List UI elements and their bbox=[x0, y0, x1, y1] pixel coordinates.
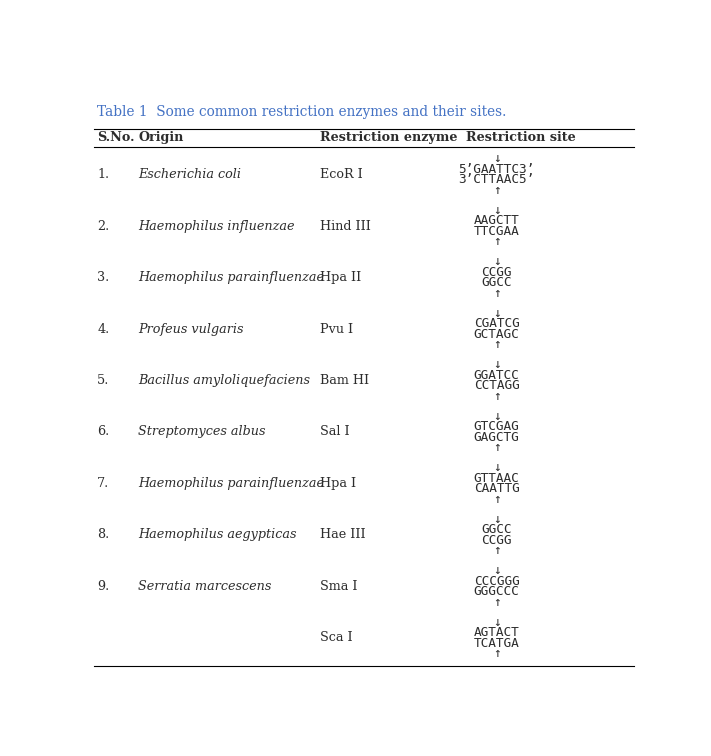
Text: Hpa I: Hpa I bbox=[320, 477, 356, 490]
Text: 1.: 1. bbox=[97, 168, 109, 181]
Text: GTCGAG: GTCGAG bbox=[474, 420, 520, 433]
Text: Haemophilus parainfluenzae: Haemophilus parainfluenzae bbox=[139, 477, 324, 490]
Text: Restriction site: Restriction site bbox=[466, 131, 576, 144]
Text: ↑: ↑ bbox=[493, 493, 501, 506]
Text: Profeus vulgaris: Profeus vulgaris bbox=[139, 323, 244, 336]
Text: 5’GAATTC3’: 5’GAATTC3’ bbox=[459, 163, 535, 176]
Text: 3.: 3. bbox=[97, 271, 109, 284]
Text: 5.: 5. bbox=[97, 374, 109, 387]
Text: CGATCG: CGATCG bbox=[474, 318, 520, 330]
Text: AGTACT: AGTACT bbox=[474, 626, 520, 639]
Text: TTCGAA: TTCGAA bbox=[474, 225, 520, 238]
Text: ↑: ↑ bbox=[493, 338, 501, 352]
Text: GCTAGC: GCTAGC bbox=[474, 328, 520, 341]
Text: Hind III: Hind III bbox=[320, 220, 371, 233]
Text: Haemophilus aegypticas: Haemophilus aegypticas bbox=[139, 528, 297, 541]
Text: ↑: ↑ bbox=[493, 442, 501, 454]
Text: 8.: 8. bbox=[97, 528, 109, 541]
Text: 3’CTTAAC5’: 3’CTTAAC5’ bbox=[459, 173, 535, 187]
Text: Restriction enzyme: Restriction enzyme bbox=[320, 131, 458, 144]
Text: GGGCCC: GGGCCC bbox=[474, 585, 520, 598]
Text: CCGG: CCGG bbox=[481, 266, 512, 279]
Text: TCATGA: TCATGA bbox=[474, 637, 520, 649]
Text: Streptomyces albus: Streptomyces albus bbox=[139, 426, 266, 438]
Text: CAATTG: CAATTG bbox=[474, 482, 520, 495]
Text: ↑: ↑ bbox=[493, 389, 501, 403]
Text: ↑: ↑ bbox=[493, 184, 501, 197]
Text: Bacillus amyloliquefaciens: Bacillus amyloliquefaciens bbox=[139, 374, 311, 387]
Text: Haemophilus influenzae: Haemophilus influenzae bbox=[139, 220, 295, 233]
Text: EcoR I: EcoR I bbox=[320, 168, 363, 181]
Text: ↑: ↑ bbox=[493, 287, 501, 300]
Text: Sma I: Sma I bbox=[320, 580, 358, 593]
Text: Escherichia coli: Escherichia coli bbox=[139, 168, 242, 181]
Text: CCTAGG: CCTAGG bbox=[474, 380, 520, 392]
Text: Sal I: Sal I bbox=[320, 426, 350, 438]
Text: GTTAAC: GTTAAC bbox=[474, 472, 520, 485]
Text: ↓: ↓ bbox=[493, 615, 501, 628]
Text: CCCGGG: CCCGGG bbox=[474, 575, 520, 587]
Text: GGATCC: GGATCC bbox=[474, 369, 520, 382]
Text: Table 1  Some common restriction enzymes and their sites.: Table 1 Some common restriction enzymes … bbox=[97, 105, 506, 119]
Text: Hae III: Hae III bbox=[320, 528, 366, 541]
Text: ↓: ↓ bbox=[493, 153, 501, 166]
Text: ↑: ↑ bbox=[493, 596, 501, 609]
Text: ↓: ↓ bbox=[493, 204, 501, 217]
Text: ↓: ↓ bbox=[493, 358, 501, 371]
Text: AAGCTT: AAGCTT bbox=[474, 215, 520, 228]
Text: 7.: 7. bbox=[97, 477, 109, 490]
Text: 6.: 6. bbox=[97, 426, 109, 438]
Text: 2.: 2. bbox=[97, 220, 109, 233]
Text: Haemophilus parainfluenzae: Haemophilus parainfluenzae bbox=[139, 271, 324, 284]
Text: ↑: ↑ bbox=[493, 235, 501, 248]
Text: GGCC: GGCC bbox=[481, 523, 512, 536]
Text: GGCC: GGCC bbox=[481, 277, 512, 290]
Text: ↑: ↑ bbox=[493, 544, 501, 557]
Text: GAGCTG: GAGCTG bbox=[474, 431, 520, 444]
Text: CCGG: CCGG bbox=[481, 534, 512, 547]
Text: Origin: Origin bbox=[139, 131, 184, 144]
Text: Pvu I: Pvu I bbox=[320, 323, 353, 336]
Text: ↓: ↓ bbox=[493, 256, 501, 268]
Text: ↓: ↓ bbox=[493, 461, 501, 474]
Text: 4.: 4. bbox=[97, 323, 109, 336]
Text: Bam HI: Bam HI bbox=[320, 374, 370, 387]
Text: S.No.: S.No. bbox=[97, 131, 134, 144]
Text: ↓: ↓ bbox=[493, 307, 501, 320]
Text: ↑: ↑ bbox=[493, 647, 501, 660]
Text: Serratia marcescens: Serratia marcescens bbox=[139, 580, 272, 593]
Text: 9.: 9. bbox=[97, 580, 109, 593]
Text: Hpa II: Hpa II bbox=[320, 271, 362, 284]
Text: ↓: ↓ bbox=[493, 410, 501, 423]
Text: ↓: ↓ bbox=[493, 564, 501, 577]
Text: ↓: ↓ bbox=[493, 513, 501, 525]
Text: Sca I: Sca I bbox=[320, 631, 353, 644]
